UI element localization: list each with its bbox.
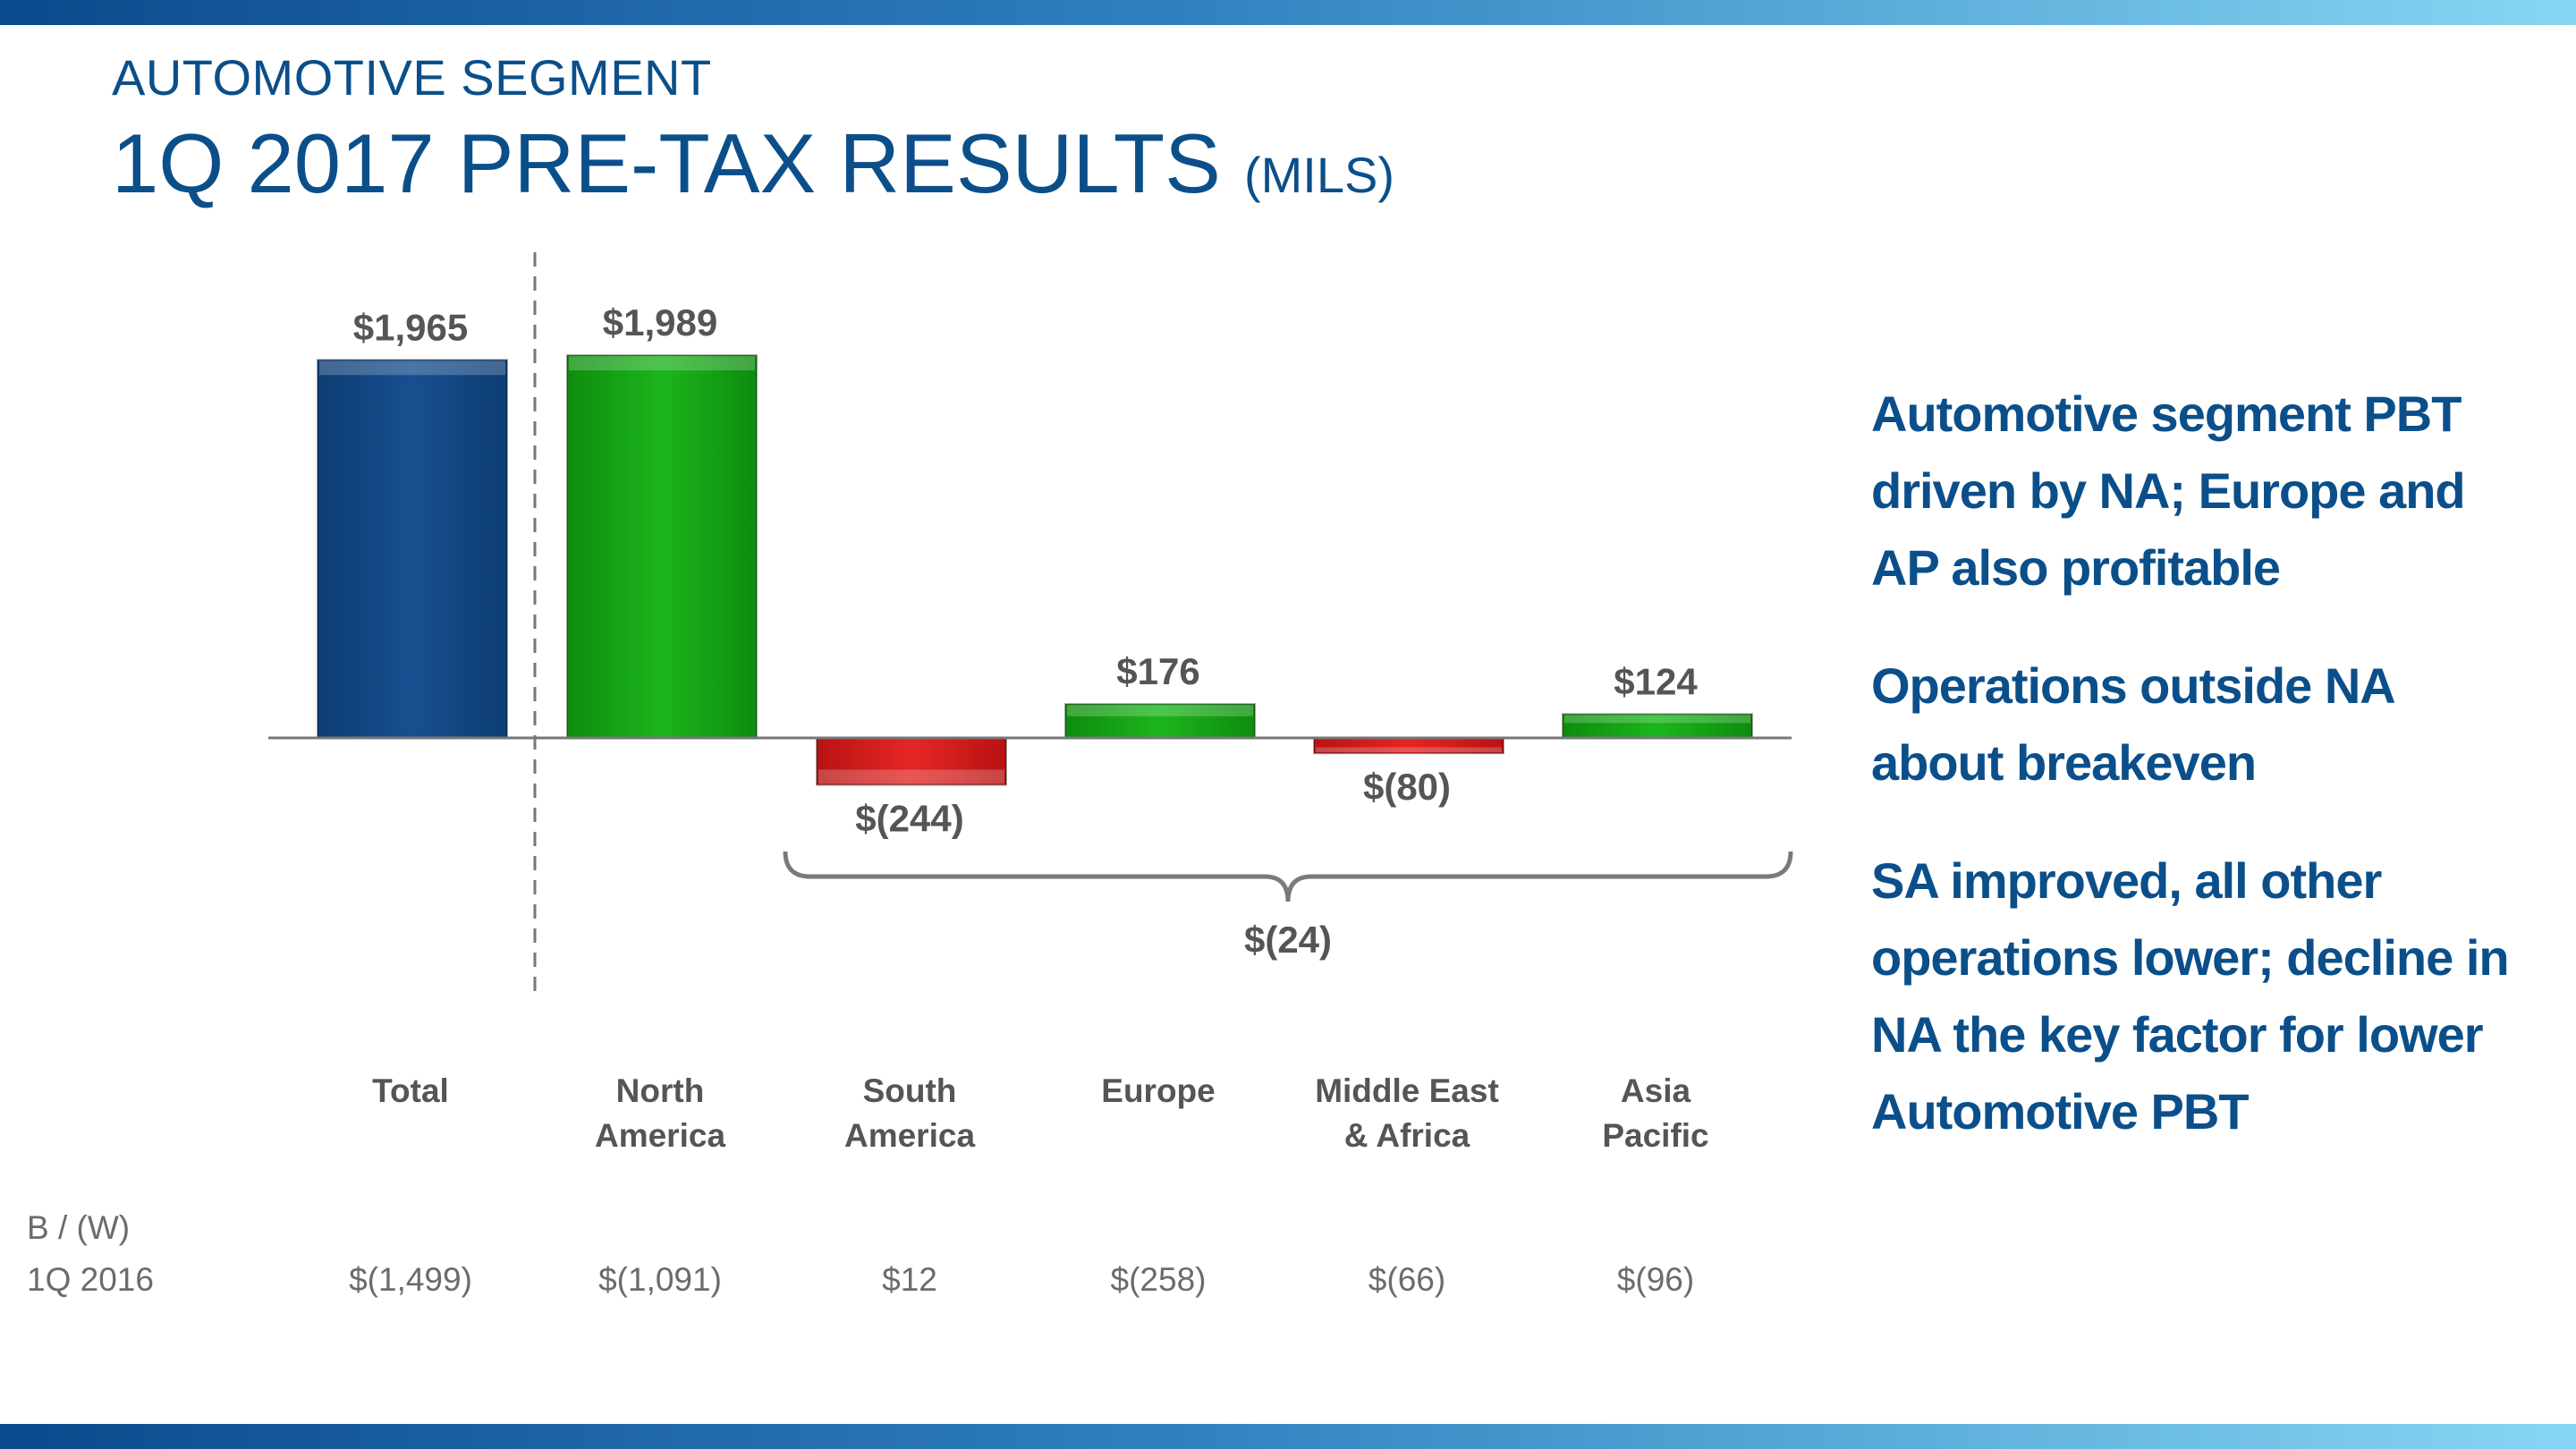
comparison-value-europe: $(258): [1111, 1261, 1207, 1298]
slide-title: 1Q 2017 PRE-TAX RESULTS (MILS): [112, 114, 1394, 225]
bar-north-america: [566, 354, 758, 739]
bar-bevel-north-america: [569, 356, 755, 371]
slide-subtitle: AUTOMOTIVE SEGMENT: [112, 49, 712, 106]
bar-asia-pacific: [1562, 713, 1753, 739]
value-label-asia-pacific: $124: [1614, 660, 1698, 702]
top-accent-band: [0, 0, 2576, 25]
key-takeaways: Automotive segment PBT driven by NA; Eur…: [1871, 376, 2515, 1191]
comparison-values: $(1,499) $(1,091) $12 $(258) $(66) $(96): [349, 1261, 1694, 1298]
comparison-value-asia-pacific: $(96): [1617, 1261, 1694, 1298]
bars-layer: $1,965 $1,989 $(244) $176 $(80) $124: [317, 301, 1753, 839]
bar-bevel-total: [319, 360, 505, 376]
category-label-europe: Europe: [1101, 1072, 1215, 1109]
category-label-south-america: South: [863, 1072, 957, 1109]
comparison-label-bw: B / (W): [27, 1209, 130, 1246]
takeaway-1: Automotive segment PBT driven by NA; Eur…: [1871, 386, 2466, 596]
bar-bevel-middle-east-africa: [1316, 747, 1502, 753]
comparison-value-total: $(1,499): [349, 1261, 472, 1298]
value-label-middle-east-africa: $(80): [1363, 766, 1451, 808]
category-label-asia-pacific: Asia: [1621, 1072, 1691, 1109]
category-label-north-america: America: [595, 1117, 725, 1154]
value-label-total: $1,965: [353, 306, 468, 348]
value-label-north-america: $1,989: [603, 301, 717, 343]
bottom-accent-band: [0, 1424, 2576, 1449]
comparison-value-south-america: $12: [882, 1261, 937, 1298]
bar-total: [317, 359, 508, 739]
value-label-europe: $176: [1116, 650, 1199, 692]
takeaway-2: Operations outside NA about breakeven: [1871, 657, 2394, 791]
category-labels: Total North America South America Europe Middl…: [372, 1072, 1708, 1154]
bar-bevel-europe: [1067, 705, 1253, 716]
comparison-value-north-america: $(1,091): [598, 1261, 722, 1298]
category-label-south-america: America: [844, 1117, 975, 1154]
bracket-total-label: $(24): [1244, 919, 1332, 961]
category-label-middle-east-africa: Middle East: [1315, 1072, 1499, 1109]
bar-south-america: [816, 737, 1007, 786]
bar-bevel-south-america: [818, 769, 1004, 784]
takeaway-3: SA improved, all other operations lower;…: [1871, 852, 2510, 1140]
bar-europe: [1064, 703, 1256, 739]
category-label-middle-east-africa: & Africa: [1344, 1117, 1470, 1154]
category-label-total: Total: [372, 1072, 449, 1109]
slide-header: AUTOMOTIVE SEGMENT 1Q 2017 PRE-TAX RESUL…: [112, 47, 1394, 225]
bar-bevel-asia-pacific: [1564, 715, 1750, 724]
comparison-value-middle-east-africa: $(66): [1368, 1261, 1445, 1298]
non-na-bracket: [783, 851, 1793, 902]
slide-title-unit: (MILS): [1243, 147, 1394, 203]
category-label-asia-pacific: Pacific: [1602, 1117, 1708, 1154]
value-label-south-america: $(244): [855, 797, 963, 839]
comparison-label-period: 1Q 2016: [27, 1261, 154, 1298]
category-label-north-america: North: [616, 1072, 705, 1109]
slide-title-text: 1Q 2017 PRE-TAX RESULTS: [112, 116, 1221, 210]
